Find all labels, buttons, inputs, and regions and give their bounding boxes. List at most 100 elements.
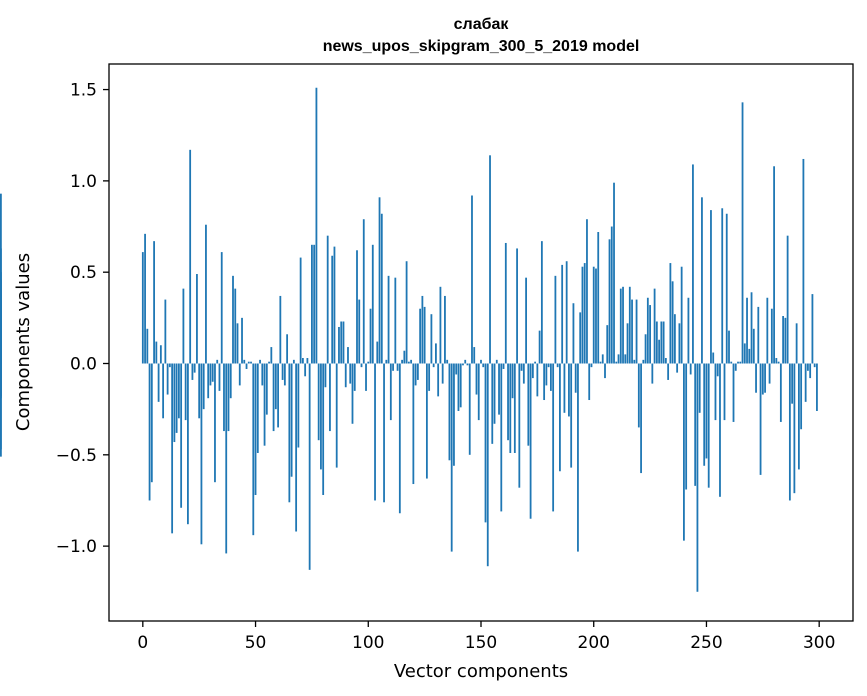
bar-261 [730, 361, 733, 364]
plot-frame [108, 63, 854, 622]
bar-99 [365, 363, 367, 391]
bar-75 [311, 244, 313, 364]
bar-232 [664, 358, 667, 364]
bar-222 [642, 359, 645, 364]
bar-43 [238, 363, 241, 386]
bar-246 [696, 363, 699, 592]
bar-141 [459, 363, 462, 408]
x-axis: 0 50 100 150 200 250 300 [137, 621, 835, 653]
bar-2 [146, 328, 149, 364]
bar-94 [353, 363, 356, 391]
bar-190 [570, 363, 573, 468]
bar-59 [274, 363, 277, 410]
chart-subtitle: news_upos_skipgram_300_5_2019 model [323, 38, 640, 55]
bar-85 [333, 246, 336, 364]
bar-234 [669, 263, 672, 364]
bar-undefined [0, 345, 2, 364]
bar-265 [739, 361, 742, 364]
bar-109 [387, 275, 390, 364]
bar-64 [286, 334, 289, 364]
bar-73 [306, 358, 309, 364]
bar-102 [371, 244, 374, 364]
bar-114 [398, 363, 401, 514]
bar-172 [529, 363, 532, 519]
bar-36 [223, 363, 225, 432]
bar-undefined [0, 363, 2, 450]
bar-192 [574, 363, 577, 393]
bar-108 [385, 359, 388, 364]
bar-14 [173, 363, 176, 443]
bar-140 [457, 363, 460, 411]
bar-16 [177, 363, 180, 419]
bar-12 [168, 363, 171, 368]
bar-292 [800, 363, 803, 430]
bar-217 [631, 299, 633, 364]
bar-171 [527, 363, 530, 446]
bar-133 [441, 363, 444, 384]
bar-178 [543, 363, 546, 401]
bar-55 [265, 363, 268, 415]
bar-147 [473, 347, 476, 364]
bar-130 [435, 343, 437, 364]
bar-293 [802, 158, 805, 364]
bar-233 [667, 363, 670, 380]
bar-254 [714, 363, 717, 421]
bar-5 [153, 241, 155, 364]
bar-31 [211, 363, 214, 382]
bar-134 [444, 295, 446, 364]
bar-152 [484, 363, 487, 523]
bar-129 [432, 363, 435, 368]
bar-239 [680, 266, 683, 364]
bar-122 [416, 363, 419, 380]
bar-263 [734, 363, 737, 371]
bar-89 [342, 321, 345, 364]
bar-18 [182, 288, 185, 364]
bar-126 [425, 363, 428, 479]
bar-169 [522, 363, 525, 384]
bar-61 [279, 295, 282, 364]
bar-274 [759, 363, 762, 475]
bar-166 [516, 248, 518, 364]
x-tick-label: 200 [578, 633, 610, 653]
bar-131 [437, 363, 440, 397]
bar-96 [358, 299, 361, 364]
bar-17 [180, 363, 183, 508]
bar-194 [579, 312, 582, 364]
bar-216 [628, 286, 631, 364]
x-tick-label: 300 [803, 633, 835, 653]
x-tick-label: 100 [352, 633, 384, 653]
bar-136 [448, 363, 451, 461]
bar-257 [721, 208, 724, 364]
bar-52 [259, 359, 261, 364]
bar-275 [761, 363, 764, 395]
bar-237 [676, 363, 679, 373]
bar-210 [615, 361, 618, 364]
bar-42 [236, 323, 239, 364]
bar-276 [764, 363, 766, 393]
bar-213 [622, 286, 624, 364]
bar-80 [322, 363, 325, 495]
bar-44 [241, 317, 243, 364]
bar-10 [164, 299, 167, 364]
bar-203 [599, 361, 602, 364]
bar-146 [471, 195, 473, 364]
bar-193 [577, 363, 579, 552]
bar-167 [518, 363, 521, 488]
bar-225 [649, 305, 651, 364]
bar-290 [795, 323, 798, 364]
bar-79 [320, 363, 322, 470]
bar-158 [498, 363, 500, 415]
bar-9 [162, 363, 165, 419]
bar-255 [716, 363, 719, 377]
bar-220 [637, 363, 640, 428]
bar-139 [455, 363, 458, 375]
bar-72 [304, 363, 307, 377]
bar-82 [326, 235, 329, 364]
bar-51 [256, 363, 259, 453]
bar-127 [428, 363, 431, 391]
bar-78 [317, 363, 320, 441]
bar-221 [640, 363, 642, 474]
bar-262 [732, 363, 735, 422]
bar-163 [509, 363, 512, 453]
bar-299 [816, 363, 818, 411]
